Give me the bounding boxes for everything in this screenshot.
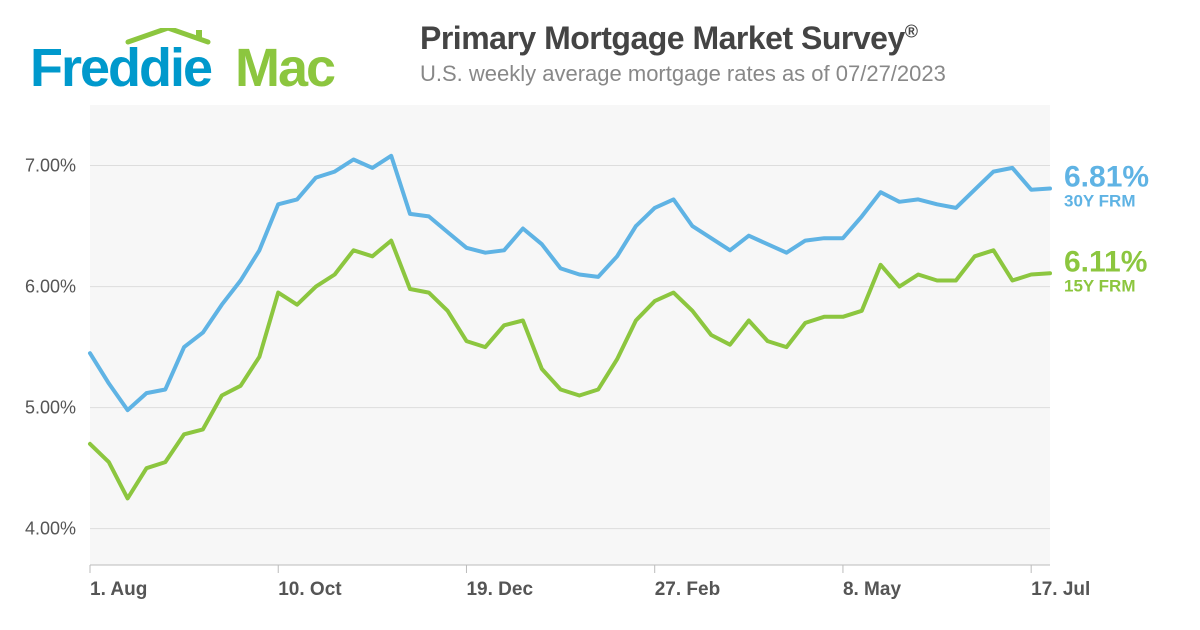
- freddie-mac-logo: Freddie Mac: [30, 20, 390, 98]
- svg-text:Mac: Mac: [235, 38, 335, 98]
- svg-text:7.00%: 7.00%: [25, 156, 76, 176]
- svg-text:19. Dec: 19. Dec: [466, 579, 533, 600]
- svg-text:8. May: 8. May: [843, 579, 902, 600]
- svg-text:5.00%: 5.00%: [25, 398, 76, 418]
- svg-text:15Y FRM: 15Y FRM: [1064, 276, 1136, 295]
- chart-subtitle: U.S. weekly average mortgage rates as of…: [420, 61, 1170, 87]
- title-suffix: ®: [905, 21, 918, 41]
- svg-text:6.11%: 6.11%: [1064, 245, 1147, 278]
- svg-text:1. Aug: 1. Aug: [90, 579, 147, 600]
- svg-text:30Y FRM: 30Y FRM: [1064, 192, 1136, 211]
- svg-text:17. Jul: 17. Jul: [1031, 579, 1090, 600]
- svg-text:27. Feb: 27. Feb: [655, 579, 720, 600]
- svg-text:6.00%: 6.00%: [25, 277, 76, 297]
- header: Freddie Mac Primary Mortgage Market Surv…: [0, 0, 1200, 98]
- title-text: Primary Mortgage Market Survey: [420, 20, 905, 56]
- chart-svg: 4.00% 5.00% 6.00% 7.00% 1. Aug 10. Oct 19. Dec…: [0, 105, 1200, 625]
- svg-text:6.81%: 6.81%: [1064, 161, 1149, 194]
- chart-area: 4.00% 5.00% 6.00% 7.00% 1. Aug 10. Oct 19. Dec…: [0, 105, 1200, 625]
- logo-svg: Freddie Mac: [30, 28, 390, 98]
- svg-text:4.00%: 4.00%: [25, 519, 76, 539]
- title-block: Primary Mortgage Market Survey® U.S. wee…: [420, 20, 1170, 87]
- svg-text:Freddie: Freddie: [30, 38, 212, 98]
- chart-title: Primary Mortgage Market Survey®: [420, 20, 1170, 57]
- svg-text:10. Oct: 10. Oct: [278, 579, 342, 600]
